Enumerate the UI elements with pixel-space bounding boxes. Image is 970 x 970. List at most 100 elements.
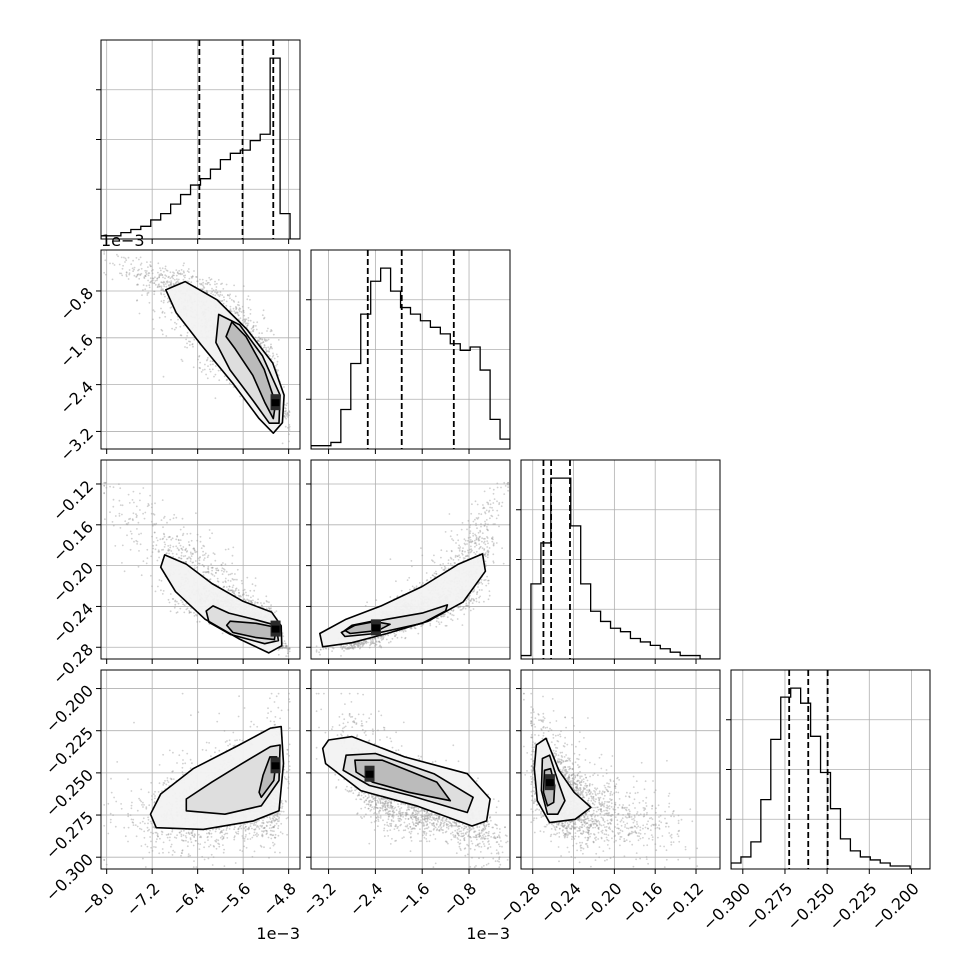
sample-point — [148, 272, 151, 274]
sample-point — [160, 589, 162, 592]
sample-point — [162, 526, 164, 529]
sample-point — [417, 632, 420, 635]
sample-point — [340, 655, 342, 657]
sample-point — [175, 281, 178, 283]
sample-point — [163, 293, 165, 296]
sample-point — [456, 618, 459, 620]
sample-point — [352, 642, 355, 645]
sample-point — [144, 511, 147, 514]
sample-point — [451, 619, 454, 622]
sample-point — [251, 583, 254, 586]
sample-point — [128, 272, 131, 275]
sample-point — [161, 267, 164, 270]
sample-point — [250, 327, 253, 330]
sample-point — [184, 549, 187, 551]
sample-point — [160, 288, 163, 291]
sample-point — [103, 492, 106, 495]
sample-point — [211, 566, 214, 569]
sample-point — [114, 515, 117, 517]
sample-point — [211, 573, 214, 576]
sample-point — [180, 358, 183, 361]
sample-point — [475, 550, 478, 553]
sample-point — [214, 294, 217, 297]
sample-point — [169, 593, 172, 595]
histogram-steps — [311, 267, 510, 449]
sample-point — [158, 285, 161, 288]
sample-point — [263, 317, 265, 320]
sample-point — [275, 353, 278, 356]
sample-point — [143, 517, 146, 520]
sample-point — [170, 538, 173, 541]
sample-point — [237, 301, 240, 304]
sample-point — [265, 600, 268, 602]
sample-point — [216, 291, 219, 294]
contour-level-2 — [225, 321, 277, 420]
sample-point — [231, 554, 234, 557]
sample-point — [177, 272, 180, 275]
sample-point — [487, 503, 490, 506]
sample-point — [164, 315, 167, 318]
sample-point — [167, 548, 170, 551]
sample-point — [121, 274, 124, 277]
sample-point — [221, 573, 224, 575]
sample-point — [234, 589, 237, 592]
sample-point — [161, 593, 164, 595]
sample-point — [276, 363, 279, 366]
sample-point — [202, 284, 204, 287]
sample-point — [254, 336, 257, 339]
sample-point — [185, 338, 188, 341]
sample-point — [161, 333, 164, 336]
sample-point — [196, 280, 199, 283]
sample-point — [232, 590, 235, 592]
sample-point — [249, 298, 251, 301]
density-peak-core — [271, 399, 280, 407]
sample-point — [188, 610, 191, 612]
sample-point — [247, 319, 250, 322]
sample-point — [194, 551, 197, 554]
sample-point — [172, 598, 175, 600]
sample-point — [285, 655, 288, 657]
sample-point — [159, 538, 162, 541]
sample-point — [211, 368, 214, 371]
sample-point — [187, 557, 189, 560]
sample-point — [284, 413, 287, 416]
sample-point — [180, 557, 183, 560]
sample-point — [116, 253, 118, 256]
sample-point — [264, 340, 267, 342]
sample-point — [244, 320, 246, 323]
sample-point — [133, 268, 135, 271]
sample-point — [269, 330, 272, 333]
sample-point — [238, 592, 241, 594]
sample-point — [225, 283, 228, 286]
sample-point — [225, 300, 228, 303]
sample-point — [103, 481, 106, 484]
sample-point — [231, 578, 234, 580]
sample-point — [283, 414, 286, 417]
sample-point — [151, 503, 153, 505]
sample-point — [135, 513, 137, 516]
sample-point — [348, 647, 351, 650]
sample-point — [140, 532, 143, 535]
sample-point — [227, 548, 230, 550]
sample-point — [252, 329, 254, 332]
sample-point — [369, 644, 371, 647]
sample-point — [169, 282, 172, 284]
sample-point — [283, 640, 286, 642]
sample-point — [169, 546, 172, 549]
sample-point — [180, 547, 183, 550]
sample-point — [202, 574, 205, 576]
sample-point — [421, 554, 424, 557]
sample-point — [242, 309, 245, 312]
sample-point — [219, 293, 222, 296]
sample-point — [378, 640, 380, 643]
sample-point — [282, 644, 285, 647]
sample-point — [244, 322, 247, 325]
sample-point — [162, 590, 165, 592]
sample-point — [402, 630, 405, 633]
sample-point — [287, 416, 289, 418]
sample-point — [191, 343, 194, 346]
sample-point — [103, 271, 106, 274]
sample-point — [257, 339, 259, 341]
sample-point — [263, 339, 266, 342]
sample-point — [267, 327, 269, 330]
